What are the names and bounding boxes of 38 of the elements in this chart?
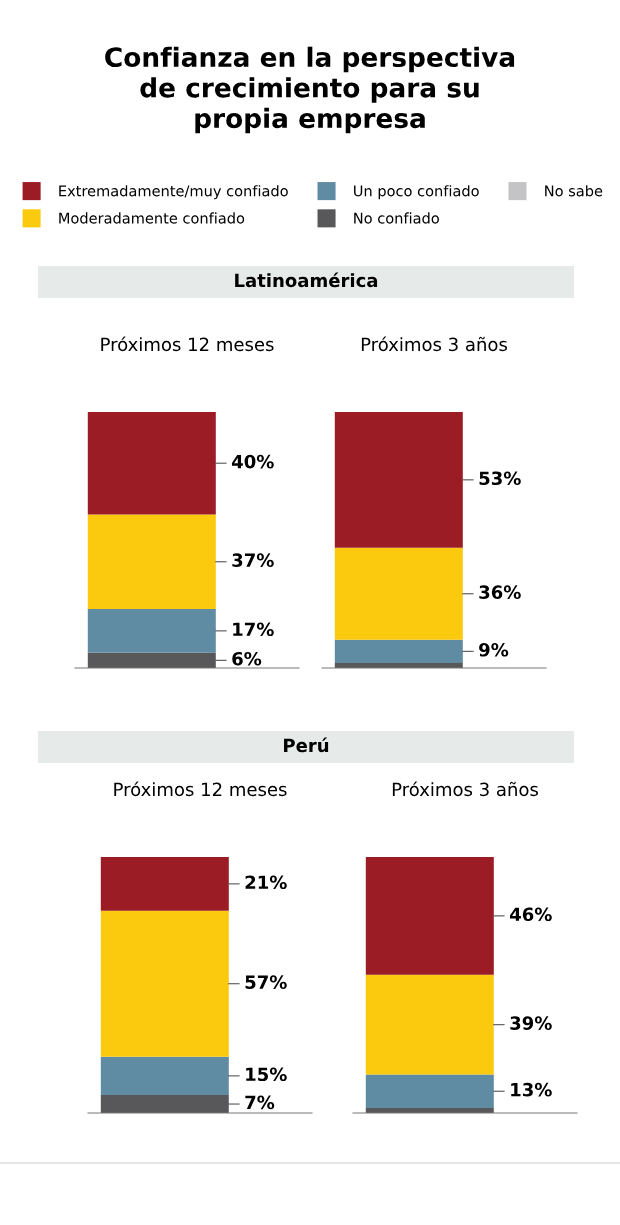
bar [365, 857, 494, 975]
chart-title: Próximos 3 años [361, 336, 507, 352]
bar [365, 974, 494, 1075]
data-label: 17% [233, 622, 274, 637]
data-label: 7% [245, 1095, 275, 1110]
bar [100, 857, 229, 911]
data-label: 46% [509, 907, 552, 922]
data-label: 21% [245, 875, 287, 890]
data-label: 9% [479, 642, 509, 657]
data-label: 36% [479, 585, 521, 599]
bar [334, 412, 463, 548]
bar [87, 609, 216, 653]
data-label: 13% [511, 1082, 552, 1097]
data-label: 6% [232, 651, 262, 666]
legend-label: Un poco confiado [354, 185, 479, 200]
chart-title: Próximos 12 meses [114, 781, 287, 797]
data-label: 37% [232, 553, 274, 567]
data-label: 39% [510, 1016, 552, 1030]
bar [87, 514, 216, 610]
legend-label: Extremadamente/muy confiado [59, 185, 288, 200]
chart-title: Próximos 3 años [392, 781, 538, 797]
bar [87, 412, 216, 515]
bar [100, 1056, 229, 1096]
text: Latinoamérica [235, 272, 378, 288]
legend-label: Moderadamente confiado [59, 212, 245, 224]
data-label: 15% [246, 1067, 287, 1082]
data-label: 40% [231, 454, 274, 469]
legend-label: No confiado [354, 212, 439, 224]
bar [100, 910, 229, 1057]
data-label: 53% [479, 471, 521, 486]
data-label: 57% [245, 975, 287, 989]
chart-title: Próximos 12 meses [101, 336, 274, 352]
bar [334, 547, 463, 640]
bar [365, 1074, 494, 1108]
bar [334, 639, 463, 663]
text: Perú [284, 737, 329, 753]
text: Confianza en la perspectiva de crecimiento para su propia empresa [105, 46, 515, 134]
legend-label: No sabe [545, 185, 603, 197]
